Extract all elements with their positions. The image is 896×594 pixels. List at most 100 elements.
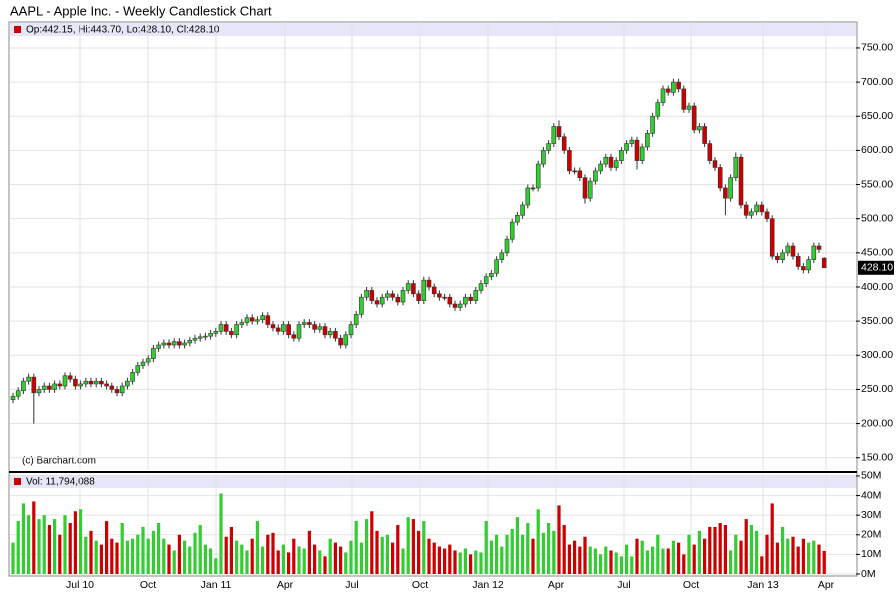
candle-body — [15, 390, 21, 397]
candle-body — [93, 380, 99, 385]
volume-bar — [697, 530, 701, 574]
volume-bar — [781, 526, 785, 574]
x-tick-label: Oct — [140, 579, 156, 591]
x-tick-label: Jul — [345, 579, 358, 591]
candle-body — [385, 293, 390, 298]
volume-bar — [458, 552, 462, 574]
candle-body — [88, 380, 94, 385]
volume-bar — [531, 538, 535, 574]
candle-body — [114, 389, 120, 394]
candle-body — [816, 245, 822, 250]
y-tick-label: 450.00 — [861, 247, 893, 259]
volume-bar — [604, 546, 608, 574]
volume-bar — [240, 544, 244, 574]
candle-body — [62, 375, 68, 387]
y2-tick-label: 50M — [861, 470, 881, 482]
volume-bar — [79, 509, 83, 574]
candle-body — [572, 170, 577, 173]
legend-strip — [10, 23, 856, 36]
volume-bar — [188, 546, 192, 574]
volume-bar — [749, 524, 753, 574]
volume-bar — [578, 546, 582, 574]
volume-bar — [453, 550, 457, 574]
volume-bar — [765, 534, 769, 574]
volume-bar — [120, 523, 124, 574]
volume-bar — [94, 540, 98, 574]
candle-body — [249, 317, 255, 322]
candle-body — [57, 383, 63, 387]
volume-bar — [713, 526, 717, 574]
candle-body — [712, 160, 718, 168]
volume-bar — [552, 530, 556, 574]
volume-bar — [796, 546, 800, 574]
candle-body — [764, 211, 770, 219]
volume-bar — [354, 521, 358, 574]
volume-bar — [219, 493, 223, 574]
candle-body — [556, 126, 562, 138]
volume-bar — [443, 548, 447, 574]
candle-body — [244, 317, 250, 323]
candle-body — [811, 245, 817, 260]
volume-bar — [125, 540, 129, 574]
candle-body — [348, 324, 354, 336]
candle-body — [109, 385, 115, 390]
y2-tick-label: 30M — [861, 509, 881, 521]
candle-body — [645, 133, 650, 148]
candle-body — [489, 273, 494, 278]
candle-body — [515, 214, 520, 223]
volume-bar — [292, 538, 296, 574]
volume-bar — [396, 524, 400, 574]
volume-bar — [625, 544, 629, 574]
volume-bar — [495, 534, 499, 574]
candle-body — [463, 296, 468, 305]
candle-body — [255, 319, 260, 322]
candle-body — [504, 238, 510, 254]
candle-body — [759, 204, 765, 213]
candle-body — [161, 342, 167, 346]
candle-body — [187, 339, 193, 344]
volume-bar — [281, 544, 285, 574]
volume-bar — [588, 546, 592, 574]
volume-bar — [287, 552, 291, 574]
candle-body — [31, 376, 37, 394]
candle-body — [47, 385, 52, 390]
volume-bar — [99, 544, 103, 574]
volume-bar — [37, 519, 41, 574]
volume-bar — [261, 546, 265, 574]
candle-body — [171, 341, 177, 346]
candle-body — [468, 296, 473, 301]
candle-body — [624, 143, 629, 151]
candle-body — [421, 279, 427, 301]
volume-bar — [739, 540, 743, 574]
candle-body — [364, 290, 369, 298]
volume-bar — [656, 534, 660, 574]
candle-body — [593, 170, 598, 182]
volume-bar — [515, 517, 519, 574]
candle-body — [619, 150, 624, 161]
candle-body — [192, 337, 198, 341]
candle-body — [145, 358, 151, 363]
candle-body — [234, 324, 239, 336]
candle-body — [400, 290, 406, 303]
x-tick-label: Oct — [683, 579, 699, 591]
volume-bar — [359, 542, 363, 574]
y-tick-label: 500.00 — [861, 212, 893, 224]
candle-body — [67, 375, 73, 380]
volume-bar — [333, 542, 337, 574]
volume-bar — [131, 538, 135, 574]
candle-body — [99, 380, 104, 385]
candle-body — [327, 331, 333, 336]
volume-bar — [32, 501, 36, 574]
volume-bar — [172, 550, 176, 574]
candle-body — [353, 313, 359, 325]
volume-bar — [786, 538, 790, 574]
candle-body — [749, 211, 754, 216]
volume-bar — [671, 540, 675, 574]
chart-title: AAPL - Apple Inc. - Weekly Candlestick C… — [10, 3, 272, 18]
volume-bar — [500, 546, 504, 574]
candle-body — [223, 324, 229, 332]
volume-bar — [723, 524, 727, 574]
candle-body — [567, 150, 572, 172]
volume-bar — [141, 526, 145, 574]
y-tick-label: 700.00 — [861, 76, 893, 88]
